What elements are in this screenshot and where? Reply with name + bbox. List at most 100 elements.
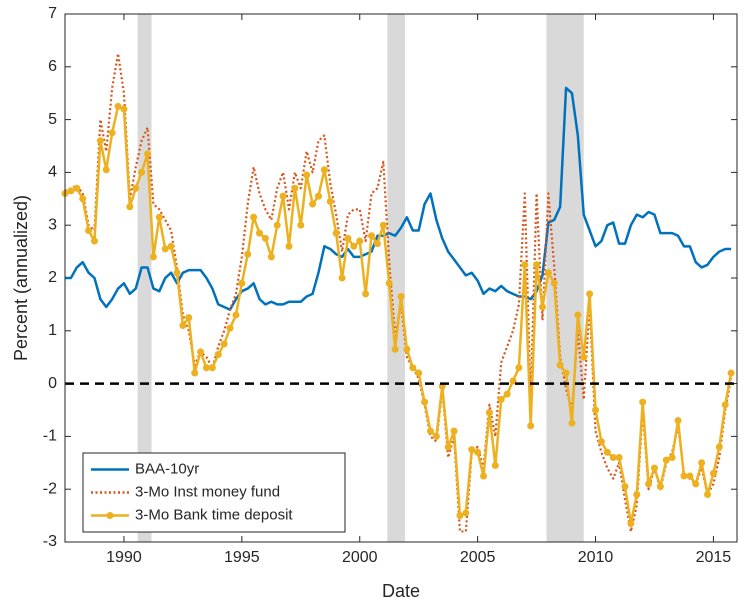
series-marker: [592, 406, 600, 414]
series-marker: [444, 443, 452, 451]
series-marker: [373, 240, 381, 248]
series-marker: [344, 234, 352, 242]
x-tick-label: 2000: [342, 549, 378, 566]
series-marker: [450, 427, 458, 435]
series-marker: [662, 456, 670, 464]
series-marker: [415, 369, 423, 377]
series-marker: [645, 480, 653, 488]
series-marker: [267, 253, 275, 261]
y-tick-label: 4: [48, 164, 57, 181]
series-marker: [208, 364, 216, 372]
series-marker: [173, 269, 181, 277]
series-marker: [527, 422, 535, 430]
series-marker: [727, 369, 735, 377]
series-marker: [462, 509, 470, 517]
plot-frame: [64, 13, 738, 543]
y-tick-label: 5: [48, 111, 57, 128]
legend-box: [82, 452, 346, 533]
series-marker: [521, 261, 529, 269]
series-marker: [715, 443, 723, 451]
series-marker: [580, 353, 588, 361]
series-marker: [385, 279, 393, 287]
series-marker: [297, 221, 305, 229]
series-marker: [497, 395, 505, 403]
y-tick-label: 1: [48, 322, 57, 339]
series-marker: [149, 253, 157, 261]
series-marker: [326, 197, 334, 205]
series-marker: [562, 369, 570, 377]
recession-layer: [137, 14, 584, 542]
series-marker: [197, 348, 205, 356]
series-marker: [509, 377, 517, 385]
series-marker: [232, 311, 240, 319]
series-marker: [609, 454, 617, 462]
series-marker: [144, 150, 152, 158]
series-marker: [480, 472, 488, 480]
series-layer: [61, 52, 737, 533]
series-marker: [627, 520, 635, 528]
series-marker: [368, 232, 376, 240]
legend-label: 3-Mo Inst money fund: [135, 483, 280, 500]
legend-swatch-marker: [106, 512, 114, 519]
legend: BAA-10yr 3-Mo Inst money fund 3-Mo Bank ti…: [82, 452, 346, 533]
series-marker: [220, 340, 228, 348]
series-marker: [597, 438, 605, 446]
series-marker: [314, 192, 322, 200]
series-marker: [721, 401, 729, 409]
series-marker: [273, 221, 281, 229]
series-marker: [650, 464, 658, 472]
series-marker: [692, 480, 700, 488]
series-marker: [615, 454, 623, 462]
series-marker: [114, 102, 122, 110]
series-marker: [709, 469, 717, 477]
series-marker: [320, 166, 328, 174]
series-marker: [633, 490, 641, 498]
series-marker: [356, 237, 364, 245]
series-marker: [491, 461, 499, 469]
axis-layer: 1990 1995 2000 2005 2010 2015 -3 -2 -1 0 1 2 3 4 5 6 7: [43, 5, 737, 566]
series-marker: [686, 472, 694, 480]
series-marker: [96, 137, 104, 145]
series-marker: [261, 234, 269, 242]
series-marker: [544, 269, 552, 277]
series-marker: [432, 432, 440, 440]
y-tick-label: 6: [48, 58, 57, 75]
series-marker: [379, 221, 387, 229]
y-tick-label: 3: [48, 216, 57, 233]
series-marker: [474, 448, 482, 456]
series-marker: [674, 417, 682, 425]
y-axis-label: Percent (annualized): [11, 195, 31, 361]
series-marker: [426, 427, 434, 435]
series-marker: [185, 314, 193, 322]
series-marker: [468, 446, 476, 454]
series-marker: [704, 490, 712, 498]
series-marker: [244, 250, 252, 258]
series-marker: [238, 279, 246, 287]
y-tick-label: -3: [43, 533, 57, 550]
x-tick-label: 2010: [578, 549, 614, 566]
y-tick-label: -2: [43, 480, 57, 497]
y-tick-label: 2: [48, 269, 57, 286]
series-marker: [126, 203, 134, 211]
series-marker: [85, 226, 93, 234]
series-marker: [191, 369, 199, 377]
series-marker: [226, 324, 234, 332]
series-marker: [350, 242, 358, 250]
series-marker: [161, 245, 169, 253]
y-tick-label: -1: [43, 428, 57, 445]
series-marker: [214, 351, 222, 359]
series-marker: [90, 237, 98, 245]
series-marker: [309, 200, 317, 208]
series-marker: [108, 129, 116, 137]
series-marker: [409, 364, 417, 372]
y-tick-label: 0: [48, 375, 57, 392]
series-marker: [603, 448, 611, 456]
series-marker: [362, 290, 370, 298]
series-marker: [485, 409, 493, 417]
series-marker: [680, 472, 688, 480]
series-marker: [397, 292, 405, 300]
series-marker: [456, 512, 464, 520]
series-marker: [285, 242, 293, 250]
series-marker: [120, 105, 128, 113]
